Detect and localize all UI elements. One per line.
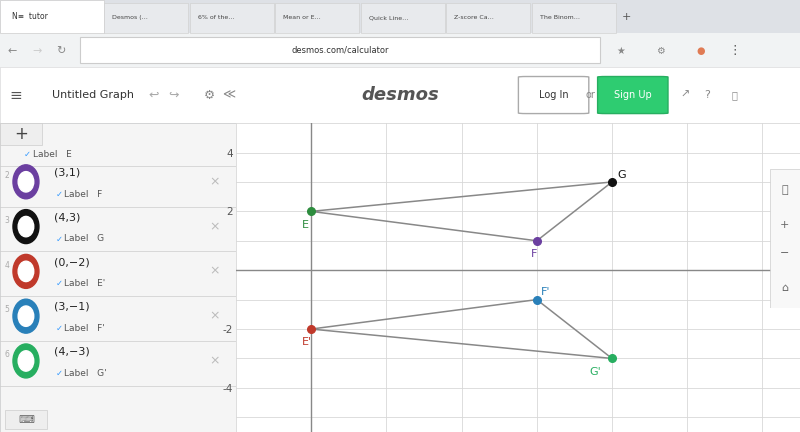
Text: ≪: ≪: [222, 89, 235, 102]
FancyBboxPatch shape: [598, 76, 668, 114]
Text: Z-score Ca…: Z-score Ca…: [454, 15, 494, 20]
Circle shape: [18, 261, 34, 282]
Text: +: +: [622, 12, 631, 22]
Bar: [190, 3, 274, 34]
Text: Sign Up: Sign Up: [614, 90, 652, 100]
Bar: [5, 410, 47, 429]
Circle shape: [18, 351, 34, 371]
Text: 6: 6: [5, 350, 10, 359]
Text: N≡  tutor: N≡ tutor: [12, 12, 48, 21]
Text: 2: 2: [5, 171, 10, 180]
Bar: [532, 3, 616, 34]
Text: ✓: ✓: [55, 279, 62, 288]
Text: ×: ×: [210, 310, 220, 323]
Text: ⋮: ⋮: [728, 44, 741, 57]
Text: G: G: [618, 171, 626, 181]
Text: The Binom…: The Binom…: [540, 15, 580, 20]
Text: ×: ×: [210, 265, 220, 278]
Text: desmos: desmos: [361, 86, 439, 104]
Text: +: +: [14, 125, 28, 143]
Text: Untitled Graph: Untitled Graph: [52, 90, 134, 100]
Text: 6% of the…: 6% of the…: [198, 15, 234, 20]
Text: (4,−3): (4,−3): [54, 347, 90, 357]
Text: Label   F': Label F': [64, 324, 105, 333]
Text: Label   E: Label E: [33, 149, 72, 159]
Text: E': E': [302, 337, 312, 347]
Circle shape: [18, 216, 34, 237]
Bar: [80, 38, 600, 63]
Text: 5: 5: [5, 305, 10, 314]
Text: (4,3): (4,3): [54, 213, 81, 222]
Text: ★: ★: [616, 46, 625, 56]
Text: ↻: ↻: [56, 46, 66, 56]
Text: ✓: ✓: [24, 149, 30, 159]
Text: Label   G': Label G': [64, 369, 106, 378]
Text: F: F: [530, 249, 537, 259]
Text: or: or: [586, 90, 595, 100]
Text: +: +: [780, 220, 790, 230]
Text: ↩: ↩: [148, 89, 158, 102]
Bar: [0, 123, 42, 145]
Text: ×: ×: [210, 175, 220, 188]
Circle shape: [18, 172, 34, 192]
Bar: [361, 3, 445, 34]
Bar: [446, 3, 530, 34]
Text: ?: ?: [704, 90, 710, 100]
Circle shape: [13, 299, 39, 333]
Circle shape: [13, 344, 39, 378]
Text: Quick Line…: Quick Line…: [369, 15, 408, 20]
Text: ✓: ✓: [55, 235, 62, 244]
Text: ↪: ↪: [168, 89, 178, 102]
Text: 🔧: 🔧: [782, 185, 788, 195]
Text: ×: ×: [210, 355, 220, 368]
Circle shape: [18, 306, 34, 326]
Text: Label   G: Label G: [64, 235, 104, 244]
Text: ✓: ✓: [55, 369, 62, 378]
FancyBboxPatch shape: [518, 76, 589, 114]
Text: ⚙: ⚙: [656, 46, 665, 56]
Bar: [275, 3, 359, 34]
Text: 3: 3: [5, 216, 10, 225]
Bar: [104, 3, 188, 34]
Text: →: →: [32, 46, 42, 56]
Bar: [0, 0, 104, 34]
Text: ✓: ✓: [55, 190, 62, 199]
Text: Desmos (…: Desmos (…: [112, 15, 148, 20]
Text: (3,1): (3,1): [54, 168, 81, 178]
Text: ≡: ≡: [10, 88, 22, 102]
Text: ←: ←: [8, 46, 18, 56]
Text: G': G': [590, 367, 601, 377]
Circle shape: [13, 254, 39, 289]
Text: ×: ×: [210, 220, 220, 233]
Text: desmos.com/calculator: desmos.com/calculator: [291, 46, 389, 55]
Text: (3,−1): (3,−1): [54, 302, 90, 312]
Text: Log In: Log In: [538, 90, 569, 100]
Text: ✓: ✓: [55, 324, 62, 333]
Circle shape: [13, 210, 39, 244]
Text: (0,−2): (0,−2): [54, 257, 90, 267]
Text: 🌐: 🌐: [732, 90, 738, 100]
Text: ●: ●: [696, 46, 705, 56]
Text: Label   F: Label F: [64, 190, 102, 199]
Text: E: E: [302, 219, 309, 230]
Circle shape: [13, 165, 39, 199]
Text: ⚙: ⚙: [204, 89, 215, 102]
Text: ⌂: ⌂: [782, 283, 788, 292]
Text: Mean or E…: Mean or E…: [283, 15, 321, 20]
Text: Label   E': Label E': [64, 279, 105, 288]
Text: −: −: [780, 248, 790, 258]
Bar: [0, 34, 800, 67]
Text: F': F': [542, 287, 551, 297]
Text: ⌨: ⌨: [18, 415, 34, 425]
Text: 4: 4: [5, 260, 10, 270]
Text: ↗: ↗: [680, 90, 690, 100]
